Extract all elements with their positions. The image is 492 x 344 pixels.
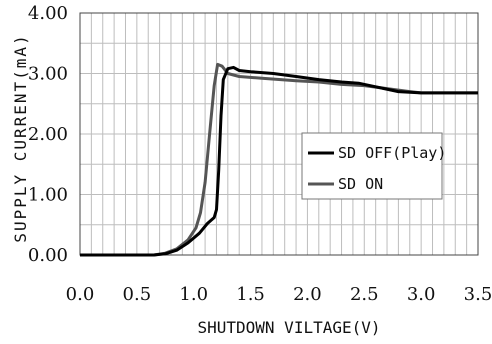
x-tick-label: 3.5 [464, 284, 492, 305]
plot-frame [79, 12, 479, 256]
x-tick-label: 0.0 [66, 284, 95, 305]
y-tick-label: 1.00 [28, 185, 68, 206]
y-tick-label: 3.00 [28, 64, 68, 85]
x-tick-label: 2.5 [350, 284, 379, 305]
legend: SD OFF(Play) SD ON [301, 132, 446, 200]
y-tick-label: 4.00 [28, 3, 68, 24]
series-lines [80, 62, 478, 257]
legend-label: SD OFF(Play) [338, 144, 446, 162]
y-axis-title: SUPPLY CURRENT(mA) [11, 33, 30, 242]
series-line-sd-off-play [80, 65, 478, 257]
y-tick-labels: 0.00 1.00 2.00 3.00 4.00 [28, 3, 68, 266]
x-tick-label: 0.5 [123, 284, 152, 305]
x-tick-label: 3.0 [407, 284, 436, 305]
x-axis-title: SHUTDOWN VILTAGE(V) [197, 318, 380, 337]
y-tick-label: 2.00 [28, 124, 68, 145]
x-tick-label: 2.0 [293, 284, 322, 305]
x-tick-label: 1.0 [179, 284, 208, 305]
x-tick-labels: 0.0 0.5 1.0 1.5 2.0 2.5 3.0 3.5 [66, 284, 492, 305]
x-tick-label: 1.5 [236, 284, 265, 305]
legend-label: SD ON [338, 175, 383, 193]
legend-box [301, 132, 443, 200]
y-tick-label: 0.00 [28, 245, 68, 266]
